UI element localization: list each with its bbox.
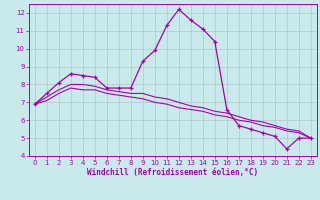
X-axis label: Windchill (Refroidissement éolien,°C): Windchill (Refroidissement éolien,°C) [87, 168, 258, 177]
